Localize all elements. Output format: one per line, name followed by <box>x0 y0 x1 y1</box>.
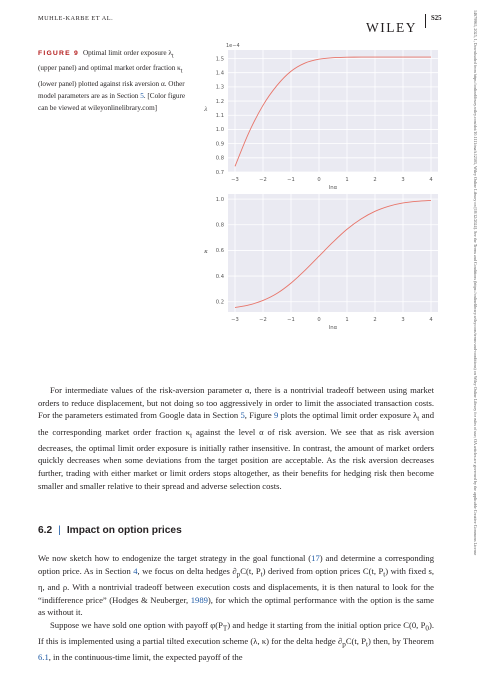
figure-caption: FIGURE 9 Optimal limit order exposure λt … <box>38 47 190 114</box>
y-tick-label: 0.8 <box>216 156 224 162</box>
y-tick-label: 0.8 <box>216 223 224 229</box>
para3-text-3: ). If this is implemented using a partia… <box>38 619 435 646</box>
para1-sub-2: t <box>190 431 193 440</box>
y-tick-label: 1.3 <box>216 85 224 91</box>
x-tick-label: 0 <box>317 317 320 323</box>
para3-text-4: C(t, P <box>345 636 366 646</box>
y-tick-label: 1.1 <box>216 113 224 119</box>
series-line <box>234 56 431 167</box>
chart-limit-order-exposure: −3 −2 −1 0 1 2 3 4 0.7 0.8 0.9 1.0 1.1 1.2 1.3 1.4 1.5 ln… <box>200 40 440 190</box>
para3-text-2: ) and hedge it starting from the initial… <box>227 619 426 630</box>
para1-text-4: and the corresponding market order fract… <box>38 410 434 437</box>
chart-top-svg: −3 −2 −1 0 1 2 3 4 0.7 0.8 0.9 1.0 1.1 1.2 1.3 1.4 1.5 ln… <box>203 43 438 190</box>
x-tick-label: 4 <box>429 177 433 183</box>
x-tick-label: 2 <box>373 177 376 183</box>
para1-figure-link[interactable]: 9 <box>273 410 279 421</box>
y-tick-label: 1.4 <box>216 70 225 76</box>
y-tick-label: 0.4 <box>216 274 225 280</box>
section-title: Impact on option prices <box>66 525 182 536</box>
para1-section-link[interactable]: 5 <box>240 410 245 421</box>
x-tick-label: 3 <box>401 177 404 183</box>
para2-text-3: , we focus on delta hedges ∂ <box>137 565 237 576</box>
y-tick-label: 1.2 <box>216 99 224 105</box>
y-tick-label: 0.7 <box>216 170 224 176</box>
y-axis-label: κ <box>203 249 208 255</box>
y-tick-label: 1.5 <box>216 56 224 62</box>
y-tick-label: 1.0 <box>216 197 224 203</box>
y-tick-label: 0.2 <box>216 300 224 306</box>
side-download-notice: 14679965, 2025, 1, Downloaded from https… <box>470 10 479 690</box>
para3-text-5: ) then, by Theorem <box>367 636 434 646</box>
para2-text-5: ) derived from option prices C(t, P <box>262 565 384 576</box>
paragraph-option-prices: We now sketch how to endogenize the targ… <box>38 552 434 664</box>
publisher-logo: WILEY <box>366 20 417 35</box>
x-tick-label: 1 <box>345 317 348 323</box>
caption-text-4: . [Color figure can be viewed at wileyon… <box>38 91 186 112</box>
y-tick-label: 0.6 <box>216 248 224 254</box>
x-axis-label: lnα <box>329 185 338 190</box>
para3-sub-1: T <box>222 624 228 633</box>
y-tick-label: 1.0 <box>216 127 224 133</box>
x-tick-label: −2 <box>259 177 267 183</box>
para2-text-2: ) and determine a corresponding option p… <box>38 553 434 576</box>
para2-text-4: C(t, P <box>240 565 261 576</box>
para2-equation-link[interactable]: 17 <box>311 553 320 563</box>
para1-text-1: For intermediate values of the risk-aver… <box>38 385 434 421</box>
para2-sub-2: t <box>260 570 263 579</box>
y-offset-label: 1e−4 <box>226 43 240 49</box>
figure-label: FIGURE 9 <box>38 50 79 57</box>
chart-bottom-svg: −3 −2 −1 0 1 2 3 4 0.2 0.4 0.6 0.8 1.0 lnα κ <box>203 194 438 330</box>
page-number: S25 <box>431 15 442 22</box>
x-tick-label: −2 <box>259 317 267 323</box>
para1-text-3: plots the optimal limit order exposure λ <box>278 410 418 421</box>
x-tick-label: 1 <box>345 177 348 183</box>
section-number: 6.2 <box>38 525 53 536</box>
x-axis-label: lnα <box>329 325 338 330</box>
x-tick-label: 3 <box>401 317 404 323</box>
x-tick-label: −1 <box>287 177 295 183</box>
chart-market-order-fraction: −3 −2 −1 0 1 2 3 4 0.2 0.4 0.6 0.8 1.0 lnα κ <box>200 190 440 330</box>
x-tick-label: −1 <box>287 317 295 323</box>
para3-sub-3: p <box>342 640 346 649</box>
caption-text-2: (upper panel) and optimal market order f… <box>38 64 181 73</box>
para2-text-7: ), for which the optimal performance wit… <box>38 594 434 618</box>
para2-text-6: ) with fixed s, η, and ρ. With a nontriv… <box>38 565 434 605</box>
caption-sub-2: t <box>180 68 183 75</box>
section-separator: | <box>58 525 61 536</box>
y-tick-label: 0.9 <box>216 141 224 147</box>
paragraph-risk-aversion: For intermediate values of the risk-aver… <box>38 384 434 492</box>
x-tick-label: −3 <box>231 177 239 183</box>
caption-text-1: Optimal limit order exposure λ <box>82 49 172 57</box>
x-tick-label: 0 <box>317 177 320 183</box>
para2-text-1: We now sketch how to endogenize the targ… <box>38 553 312 563</box>
side-notice-text: 14679965, 2025, 1, Downloaded from https… <box>473 10 478 556</box>
series-line <box>234 199 432 308</box>
para3-text-6: , in the continuous-time limit, the expe… <box>48 652 243 663</box>
caption-text-3: (lower panel) plotted against risk avers… <box>38 79 185 100</box>
para3-theorem-link[interactable]: 6.1 <box>38 652 49 663</box>
caption-section-link[interactable]: 5 <box>140 91 144 100</box>
plot-area <box>228 194 438 312</box>
para2-citation-link[interactable]: 1989 <box>190 594 208 605</box>
para2-sub-3: t <box>383 570 386 579</box>
para2-sub-1: p <box>236 570 241 579</box>
y-axis-label: λ <box>203 107 208 113</box>
para1-text-5: against the level α of risk aversion. We… <box>38 426 434 491</box>
para1-sub-1: t <box>417 414 420 423</box>
para3-sub-4: t <box>365 640 368 649</box>
x-tick-label: −3 <box>231 317 239 323</box>
para2-section-link[interactable]: 4 <box>133 565 138 576</box>
x-tick-label: 2 <box>373 317 376 323</box>
para3-text-1: Suppose we have sold one option with pay… <box>50 619 223 630</box>
running-title: MUHLE-KARBE ET AL. <box>38 15 114 22</box>
caption-sub-1: t <box>171 53 174 60</box>
para3-sub-2: 0 <box>425 624 429 633</box>
x-tick-label: 4 <box>429 317 433 323</box>
header-divider <box>425 14 426 28</box>
para1-text-2: , Figure <box>244 410 274 421</box>
section-heading: 6.2 | Impact on option prices <box>38 525 182 536</box>
